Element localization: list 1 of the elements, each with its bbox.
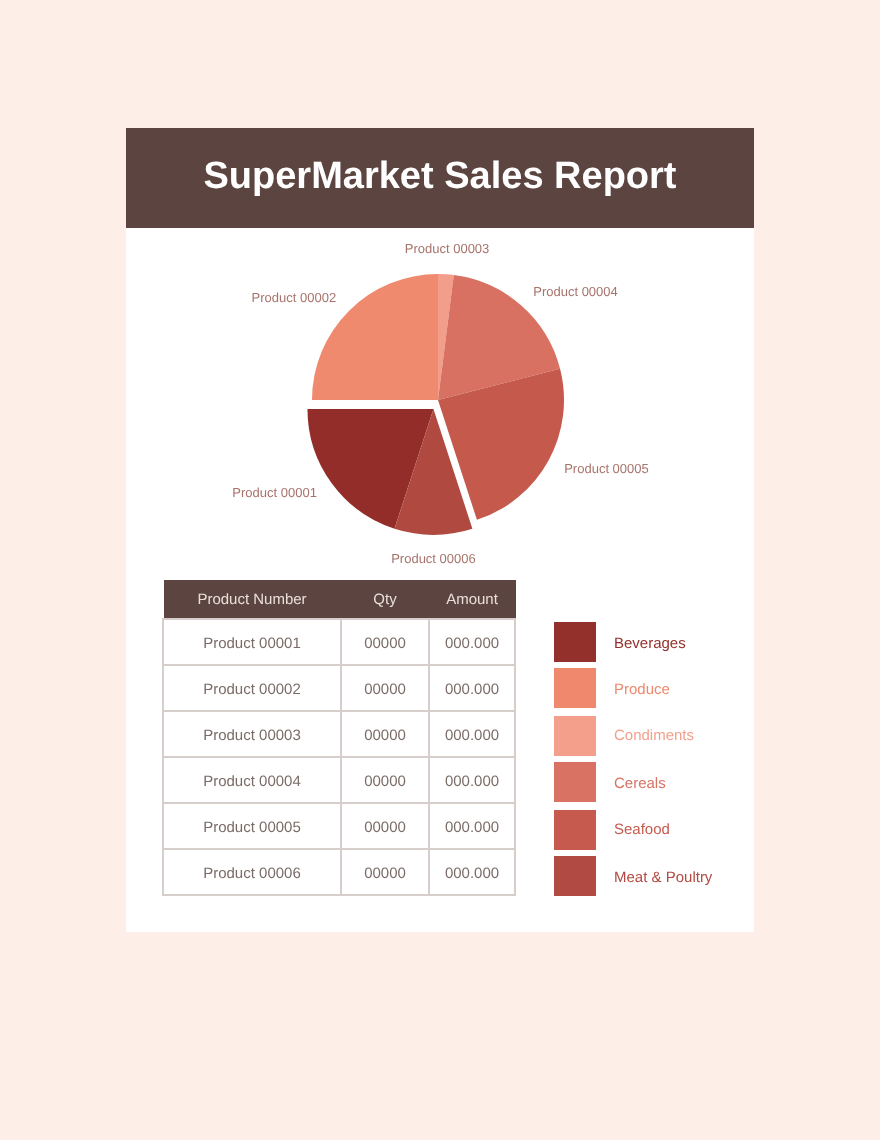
chart-title: SuperMarket Sales Report <box>126 128 754 228</box>
